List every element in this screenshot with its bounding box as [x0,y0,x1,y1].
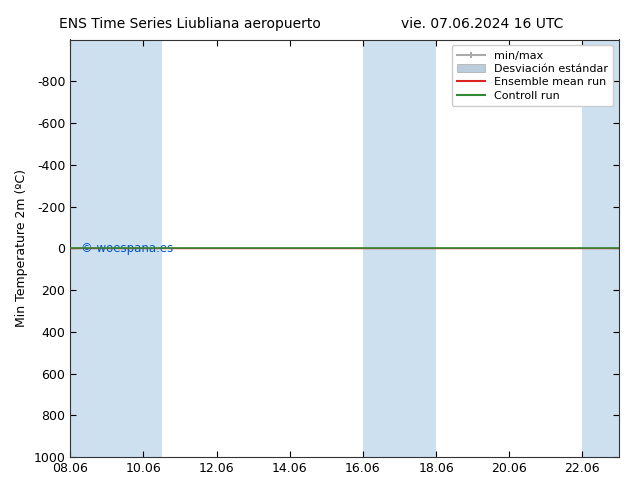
Text: ENS Time Series Liubliana aeropuerto: ENS Time Series Liubliana aeropuerto [59,17,321,31]
Text: vie. 07.06.2024 16 UTC: vie. 07.06.2024 16 UTC [401,17,563,31]
Bar [70,40,107,457]
Y-axis label: Min Temperature 2m (ºC): Min Temperature 2m (ºC) [15,170,28,327]
Bar [107,40,162,457]
Text: © woespana.es: © woespana.es [81,242,174,255]
Legend: min/max, Desviación estándar, Ensemble mean run, Controll run: min/max, Desviación estándar, Ensemble m… [451,45,614,106]
Bar [363,40,436,457]
Bar [583,40,634,457]
